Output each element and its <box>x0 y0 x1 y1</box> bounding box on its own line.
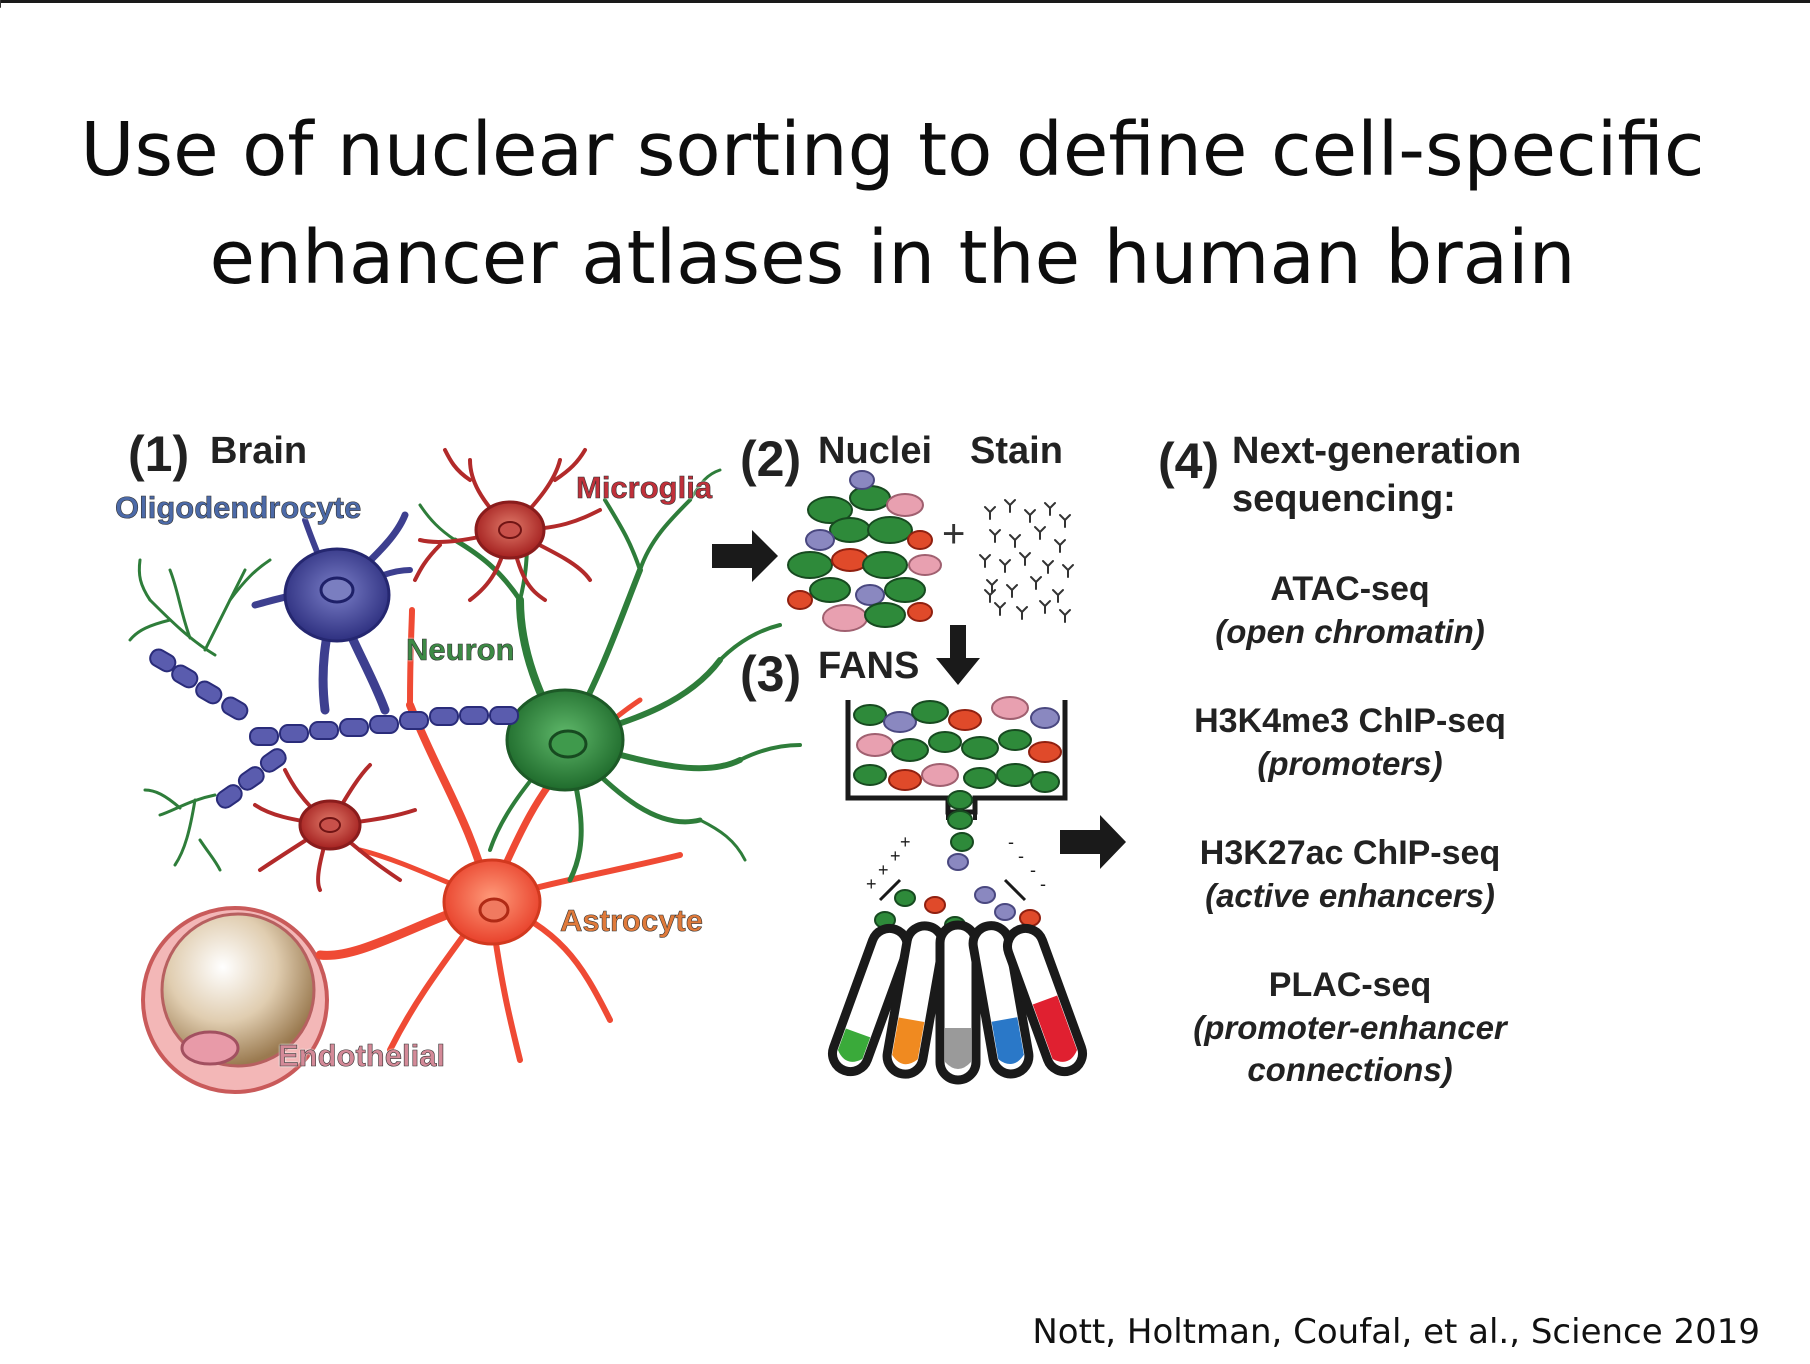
step1-label: Brain <box>210 430 308 472</box>
svg-text:+: + <box>890 846 901 866</box>
svg-text:-: - <box>1008 832 1014 852</box>
nuclei-cluster <box>787 470 942 632</box>
arrow-step1-to-2 <box>712 530 778 582</box>
method-name: H3K27ac ChIP-seq <box>1199 834 1501 872</box>
method-plac: PLAC-seq (promoter-enhancer connections) <box>1150 966 1550 1089</box>
label-microglia: Microglia <box>576 470 713 506</box>
label-astrocyte: Astrocyte <box>560 903 704 939</box>
tube-red <box>1003 923 1087 1077</box>
svg-text:-: - <box>1040 874 1046 894</box>
step1-number: (1) <box>128 426 190 482</box>
oligodendrocyte-cell <box>149 511 519 809</box>
slide-title: Use of nuclear sorting to define cell-sp… <box>0 96 1785 312</box>
step3-number: (3) <box>740 646 802 702</box>
fans-sorter: ++++ ---- <box>845 696 1068 934</box>
method-h3k27ac: H3K27ac ChIP-seq (active enhancers) <box>1150 834 1550 915</box>
svg-text:-: - <box>1018 846 1024 866</box>
step4-label-line1: Next-generation <box>1232 430 1522 472</box>
step3-label: FANS <box>818 645 920 687</box>
method-desc: (open chromatin) <box>1215 613 1485 650</box>
step2-number: (2) <box>740 431 802 487</box>
plus-sign: + <box>942 512 966 556</box>
arrow-step2-to-3 <box>936 625 980 685</box>
method-desc: (promoters) <box>1257 745 1443 782</box>
svg-text:-: - <box>1030 860 1036 880</box>
svg-text:+: + <box>900 832 911 852</box>
step2-stain-label: Stain <box>970 430 1063 472</box>
tube-gray <box>935 920 981 1085</box>
tube-green <box>828 923 912 1077</box>
arrow-step3-to-4 <box>1060 815 1126 869</box>
step2-nuclei-label: Nuclei <box>818 430 933 472</box>
step4-label-line2: sequencing: <box>1232 478 1456 520</box>
label-neuron: Neuron <box>406 632 515 668</box>
neuron-nucleus <box>548 729 588 759</box>
tube-blue <box>968 921 1034 1079</box>
method-name: H3K4me3 ChIP-seq <box>1194 702 1506 740</box>
label-oligodendrocyte: Oligodendrocyte <box>115 490 362 526</box>
endothelial-cell <box>141 906 329 1094</box>
title-line-2: enhancer atlases in the human brain <box>209 214 1576 301</box>
astrocyte-nucleus <box>478 897 510 923</box>
title-line-1: Use of nuclear sorting to define cell-sp… <box>80 106 1705 193</box>
svg-text:+: + <box>878 860 889 880</box>
top-border <box>0 0 1810 3</box>
green-dendrites-left <box>128 558 272 872</box>
method-name: PLAC-seq <box>1268 966 1432 1004</box>
method-desc: (active enhancers) <box>1205 877 1495 914</box>
method-desc-line2: connections) <box>1247 1051 1453 1088</box>
label-endothelial: Endothelial <box>278 1038 446 1074</box>
method-h3k4me3: H3K4me3 ChIP-seq (promoters) <box>1150 702 1550 783</box>
svg-text:+: + <box>866 874 877 894</box>
method-name: ATAC-seq <box>1270 570 1430 608</box>
method-atac: ATAC-seq (open chromatin) <box>1150 570 1550 651</box>
method-desc: (promoter-enhancer <box>1193 1009 1507 1046</box>
step4-number: (4) <box>1158 433 1220 489</box>
citation: Nott, Holtman, Coufal, et al., Science 2… <box>1032 1312 1760 1352</box>
tube-orange <box>882 921 948 1079</box>
collection-tubes <box>828 920 1087 1085</box>
